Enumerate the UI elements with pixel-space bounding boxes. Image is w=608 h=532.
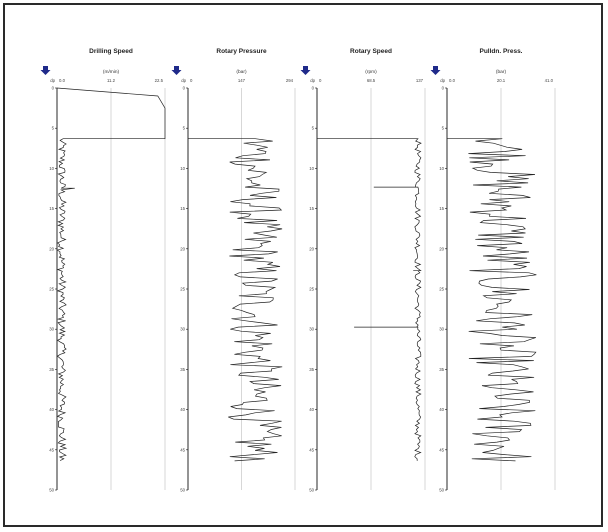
depth-axis-tag: dp: [50, 78, 55, 83]
x-tick-label: 0: [190, 78, 193, 83]
depth-tick-label: 20: [439, 246, 444, 251]
x-tick-label: 147: [238, 78, 246, 83]
depth-tick-label: 50: [180, 488, 185, 493]
panel-title: Pulldn. Press.: [480, 48, 523, 55]
depth-tick-label: 45: [309, 447, 314, 452]
series-line: [317, 138, 422, 461]
depth-tick-label: 5: [183, 126, 186, 131]
depth-tick-label: 15: [180, 206, 185, 211]
x-tick-label: 294: [286, 78, 294, 83]
down-arrow-icon: [171, 66, 182, 75]
depth-tick-label: 10: [309, 166, 314, 171]
depth-tick-label: 35: [180, 367, 185, 372]
depth-tick-label: 15: [309, 206, 314, 211]
panel-unit: (bar): [236, 69, 247, 75]
depth-tick-label: 15: [439, 206, 444, 211]
panel-title: Rotary Speed: [350, 48, 392, 55]
depth-tick-label: 35: [439, 367, 444, 372]
panel-unit: (m/min): [103, 69, 120, 75]
panel-unit: (rpm): [365, 69, 377, 75]
down-arrow-icon: [300, 66, 311, 75]
depth-tick-label: 0: [52, 86, 55, 91]
down-arrow-icon: [430, 66, 441, 75]
x-tick-label: 0: [319, 78, 322, 83]
depth-tick-label: 50: [49, 488, 54, 493]
x-tick-label: 68.5: [367, 78, 376, 83]
depth-tick-label: 30: [49, 327, 54, 332]
depth-tick-label: 40: [309, 407, 314, 412]
depth-tick-label: 20: [309, 246, 314, 251]
depth-tick-label: 40: [49, 407, 54, 412]
depth-tick-label: 20: [180, 246, 185, 251]
depth-tick-label: 35: [309, 367, 314, 372]
depth-tick-label: 25: [439, 287, 444, 292]
depth-tick-label: 40: [439, 407, 444, 412]
x-tick-label: 22.5: [155, 78, 164, 83]
depth-tick-label: 10: [180, 166, 185, 171]
depth-axis-tag: dp: [181, 78, 186, 83]
depth-tick-label: 30: [180, 327, 185, 332]
depth-tick-label: 40: [180, 407, 185, 412]
depth-tick-label: 25: [309, 287, 314, 292]
depth-tick-label: 30: [309, 327, 314, 332]
depth-tick-label: 5: [52, 126, 55, 131]
depth-tick-label: 0: [442, 86, 445, 91]
panel-unit: (bar): [496, 69, 507, 75]
depth-tick-label: 15: [49, 206, 54, 211]
panel-title: Rotary Pressure: [216, 48, 267, 55]
series-line: [447, 138, 537, 462]
depth-axis-tag: dp: [440, 78, 445, 83]
depth-tick-label: 30: [439, 327, 444, 332]
x-tick-label: 0.0: [449, 78, 456, 83]
x-tick-label: 137: [416, 78, 424, 83]
figure-frame: [3, 3, 603, 527]
x-tick-label: 0.0: [59, 78, 66, 83]
panel-title: Drilling Speed: [89, 48, 133, 55]
series-line: [188, 138, 283, 462]
x-tick-label: 41.0: [545, 78, 554, 83]
x-tick-label: 11.2: [107, 78, 116, 83]
depth-tick-label: 45: [439, 447, 444, 452]
series-line: [56, 87, 166, 461]
depth-tick-label: 25: [180, 287, 185, 292]
depth-tick-label: 10: [439, 166, 444, 171]
depth-tick-label: 35: [49, 367, 54, 372]
depth-tick-label: 45: [180, 447, 185, 452]
depth-tick-label: 50: [439, 488, 444, 493]
depth-tick-label: 10: [49, 166, 54, 171]
depth-tick-label: 25: [49, 287, 54, 292]
depth-tick-label: 50: [309, 488, 314, 493]
x-tick-label: 20.1: [497, 78, 506, 83]
depth-tick-label: 20: [49, 246, 54, 251]
depth-tick-label: 5: [312, 126, 315, 131]
depth-tick-label: 0: [312, 86, 315, 91]
depth-axis-tag: dp: [310, 78, 315, 83]
depth-tick-label: 5: [442, 126, 445, 131]
depth-tick-label: 45: [49, 447, 54, 452]
depth-tick-label: 0: [183, 86, 186, 91]
down-arrow-icon: [40, 66, 51, 75]
